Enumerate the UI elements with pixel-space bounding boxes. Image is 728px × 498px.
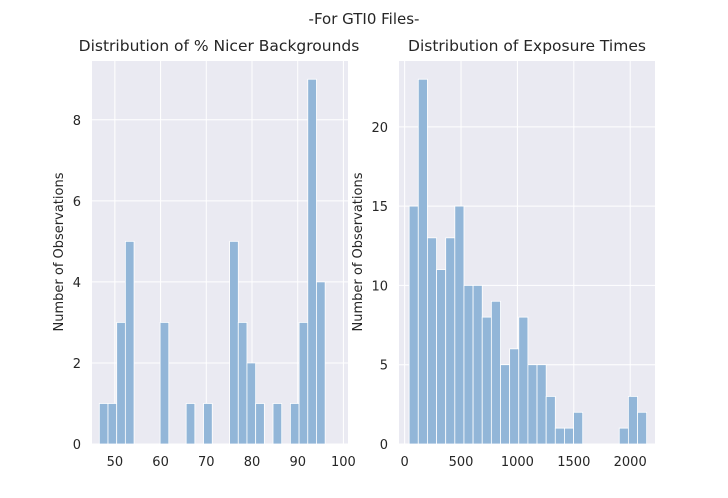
right-histogram-bar <box>564 427 574 445</box>
right-histogram-bar <box>573 411 584 445</box>
right-histogram-bar <box>454 205 465 445</box>
right-y-axis-label: Number of Observations <box>351 172 366 331</box>
right-histogram-bar <box>518 316 529 445</box>
right-histogram-bar <box>436 269 447 445</box>
figure-suptitle: -For GTI0 Files- <box>309 10 420 28</box>
right-x-tick-label: 1000 <box>501 455 534 470</box>
left-bars <box>98 78 326 445</box>
left-y-tick-label: 6 <box>73 195 81 210</box>
right-x-tick-label: 1500 <box>557 455 590 470</box>
left-tick-labels: 50 60 70 80 90 100 0 2 4 6 8 <box>73 114 356 470</box>
left-x-tick-label: 100 <box>331 455 356 470</box>
left-histogram-bar <box>203 403 213 445</box>
right-histogram-bar <box>618 427 629 445</box>
left-histogram-bar <box>124 240 135 445</box>
left-x-tick-label: 60 <box>152 455 169 470</box>
right-chart-title: Distribution of Exposure Times <box>408 37 646 55</box>
right-histogram-bar <box>500 364 511 445</box>
left-histogram-bar <box>289 403 300 445</box>
left-histogram-bar <box>229 240 239 445</box>
left-gridlines <box>92 61 348 445</box>
left-chart-title: Distribution of % Nicer Backgrounds <box>79 37 360 55</box>
left-y-tick-label: 0 <box>73 438 81 453</box>
right-chart: 0 500 1000 1500 2000 0 5 10 15 20 Distribution of… <box>351 37 655 470</box>
right-histogram-bar <box>408 205 419 445</box>
right-histogram-bar <box>637 411 648 445</box>
right-bars <box>408 78 648 445</box>
left-histogram-bar <box>298 322 309 445</box>
right-y-tick-label: 20 <box>371 121 388 136</box>
right-histogram-bar <box>417 78 428 445</box>
left-y-tick-label: 8 <box>73 114 81 129</box>
left-histogram-bar <box>98 403 109 445</box>
right-histogram-bar <box>481 316 492 445</box>
right-y-tick-label: 15 <box>371 200 388 215</box>
left-x-tick-label: 50 <box>107 455 124 470</box>
right-y-tick-label: 5 <box>380 359 388 374</box>
right-histogram-bar <box>490 300 501 445</box>
right-histogram-bar <box>427 237 437 445</box>
right-y-tick-label: 0 <box>380 438 388 453</box>
right-histogram-bar <box>509 348 520 445</box>
right-x-tick-label: 2000 <box>614 455 647 470</box>
left-histogram-bar <box>107 403 118 445</box>
right-histogram-bar <box>445 237 456 445</box>
right-y-tick-label: 10 <box>371 279 388 294</box>
right-histogram-bar <box>472 285 483 445</box>
left-histogram-bar <box>316 281 326 445</box>
right-x-tick-label: 0 <box>400 455 408 470</box>
right-histogram-bar <box>536 364 547 445</box>
left-histogram-bar <box>116 322 126 445</box>
left-histogram-bar <box>237 322 248 445</box>
right-histogram-bar <box>545 396 556 445</box>
right-tick-labels: 0 500 1000 1500 2000 0 5 10 15 20 <box>371 121 646 470</box>
right-histogram-bar <box>463 285 474 445</box>
left-histogram-bar <box>255 403 265 445</box>
left-y-axis-label: Number of Observations <box>52 172 67 331</box>
left-y-tick-label: 4 <box>73 276 81 291</box>
right-histogram-bar <box>554 427 565 445</box>
left-histogram-bar <box>307 78 317 445</box>
right-x-tick-label: 500 <box>449 455 474 470</box>
left-histogram-bar <box>159 322 170 445</box>
left-y-tick-label: 2 <box>73 357 81 372</box>
left-histogram-bar <box>272 403 283 445</box>
right-histogram-bar <box>627 396 638 445</box>
left-x-tick-label: 80 <box>244 455 261 470</box>
left-x-tick-label: 70 <box>198 455 215 470</box>
left-histogram-bar <box>246 362 257 445</box>
left-chart: 50 60 70 80 90 100 0 2 4 6 8 Distribution of % Nic… <box>52 37 359 470</box>
left-x-tick-label: 90 <box>289 455 306 470</box>
right-histogram-bar <box>527 364 538 445</box>
left-histogram-bar <box>185 403 196 445</box>
